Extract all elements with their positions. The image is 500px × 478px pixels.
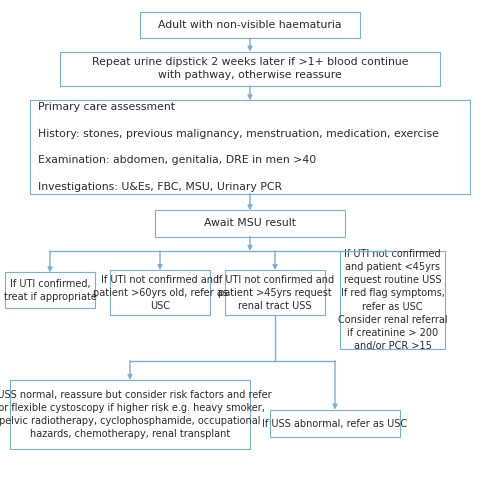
- FancyBboxPatch shape: [340, 251, 445, 349]
- Text: If UTI not confirmed and
patient >60yrs old, refer as
USC: If UTI not confirmed and patient >60yrs …: [92, 274, 228, 311]
- Text: If UTI confirmed,
treat if appropriate: If UTI confirmed, treat if appropriate: [4, 279, 96, 302]
- FancyBboxPatch shape: [110, 270, 210, 315]
- FancyBboxPatch shape: [60, 52, 440, 86]
- Text: Adult with non-visible haematuria: Adult with non-visible haematuria: [158, 20, 342, 30]
- FancyBboxPatch shape: [10, 380, 250, 449]
- FancyBboxPatch shape: [155, 210, 345, 237]
- FancyBboxPatch shape: [5, 272, 95, 308]
- Text: If UTI not confirmed
and patient <45yrs
request routine USS
If red flag symptoms: If UTI not confirmed and patient <45yrs …: [338, 249, 448, 351]
- Text: If USS abnormal, refer as USC: If USS abnormal, refer as USC: [262, 419, 408, 428]
- Text: If UTI not confirmed and
patient >45yrs request
renal tract USS: If UTI not confirmed and patient >45yrs …: [216, 274, 334, 311]
- Text: Primary care assessment

History: stones, previous malignancy, menstruation, med: Primary care assessment History: stones,…: [38, 102, 438, 192]
- FancyBboxPatch shape: [225, 270, 325, 315]
- Text: Await MSU result: Await MSU result: [204, 218, 296, 228]
- Text: If USS normal, reassure but consider risk factors and refer
for flexible cystosc: If USS normal, reassure but consider ris…: [0, 390, 272, 439]
- FancyBboxPatch shape: [30, 100, 470, 194]
- Text: Repeat urine dipstick 2 weeks later if >1+ blood continue
with pathway, otherwis: Repeat urine dipstick 2 weeks later if >…: [92, 57, 408, 80]
- FancyBboxPatch shape: [140, 12, 360, 38]
- FancyBboxPatch shape: [270, 410, 400, 437]
